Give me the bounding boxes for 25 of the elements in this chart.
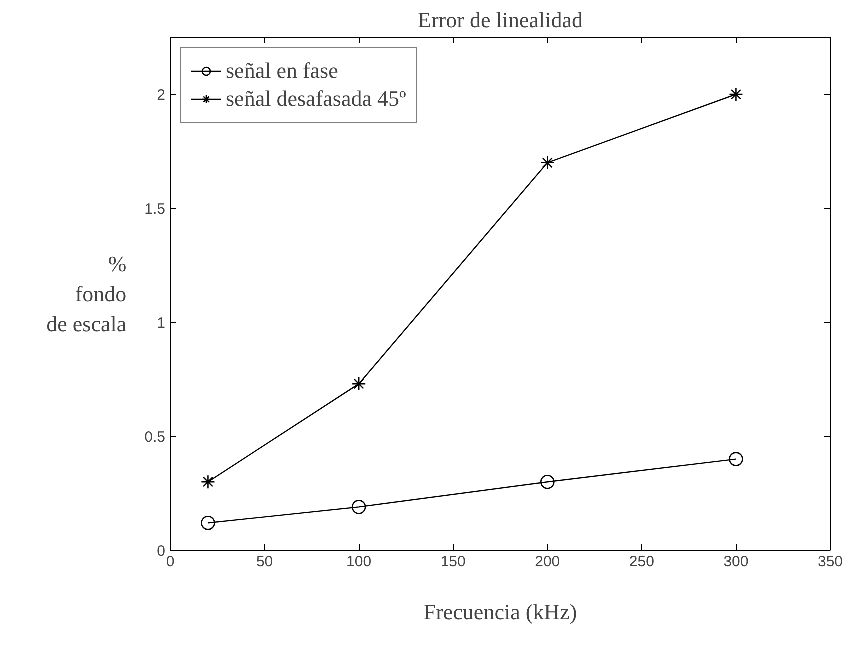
y-tick-label: 1.5 (144, 201, 166, 218)
y-tick-label: 1 (157, 315, 166, 332)
point (729, 452, 744, 466)
y-axis-title: % fondo de escala (46, 252, 127, 336)
point (729, 87, 744, 102)
x-axis-title: Frecuencia (kHz) (424, 600, 578, 624)
point (352, 500, 366, 514)
point (540, 474, 555, 490)
x-tick-label: 50 (256, 554, 274, 570)
legend-label: señal en fase (226, 58, 338, 84)
x-tick-label: 200 (535, 554, 560, 570)
point (201, 516, 216, 530)
point (540, 156, 555, 170)
chart-title: Error de linealidad (418, 8, 583, 32)
y-tick-label: 0 (157, 543, 166, 560)
point (352, 376, 366, 392)
x-tick-label: 100 (346, 554, 372, 570)
y-tick-label: 2 (157, 87, 166, 104)
y-tick-label: 0.5 (144, 429, 166, 446)
x-tick-label: 150 (440, 554, 466, 570)
point (201, 474, 216, 490)
legend-label: señal desafasada 45º (226, 86, 406, 112)
x-tick-label: 350 (818, 554, 844, 570)
x-tick-label: 250 (629, 554, 654, 570)
x-tick-label: 300 (724, 554, 749, 570)
